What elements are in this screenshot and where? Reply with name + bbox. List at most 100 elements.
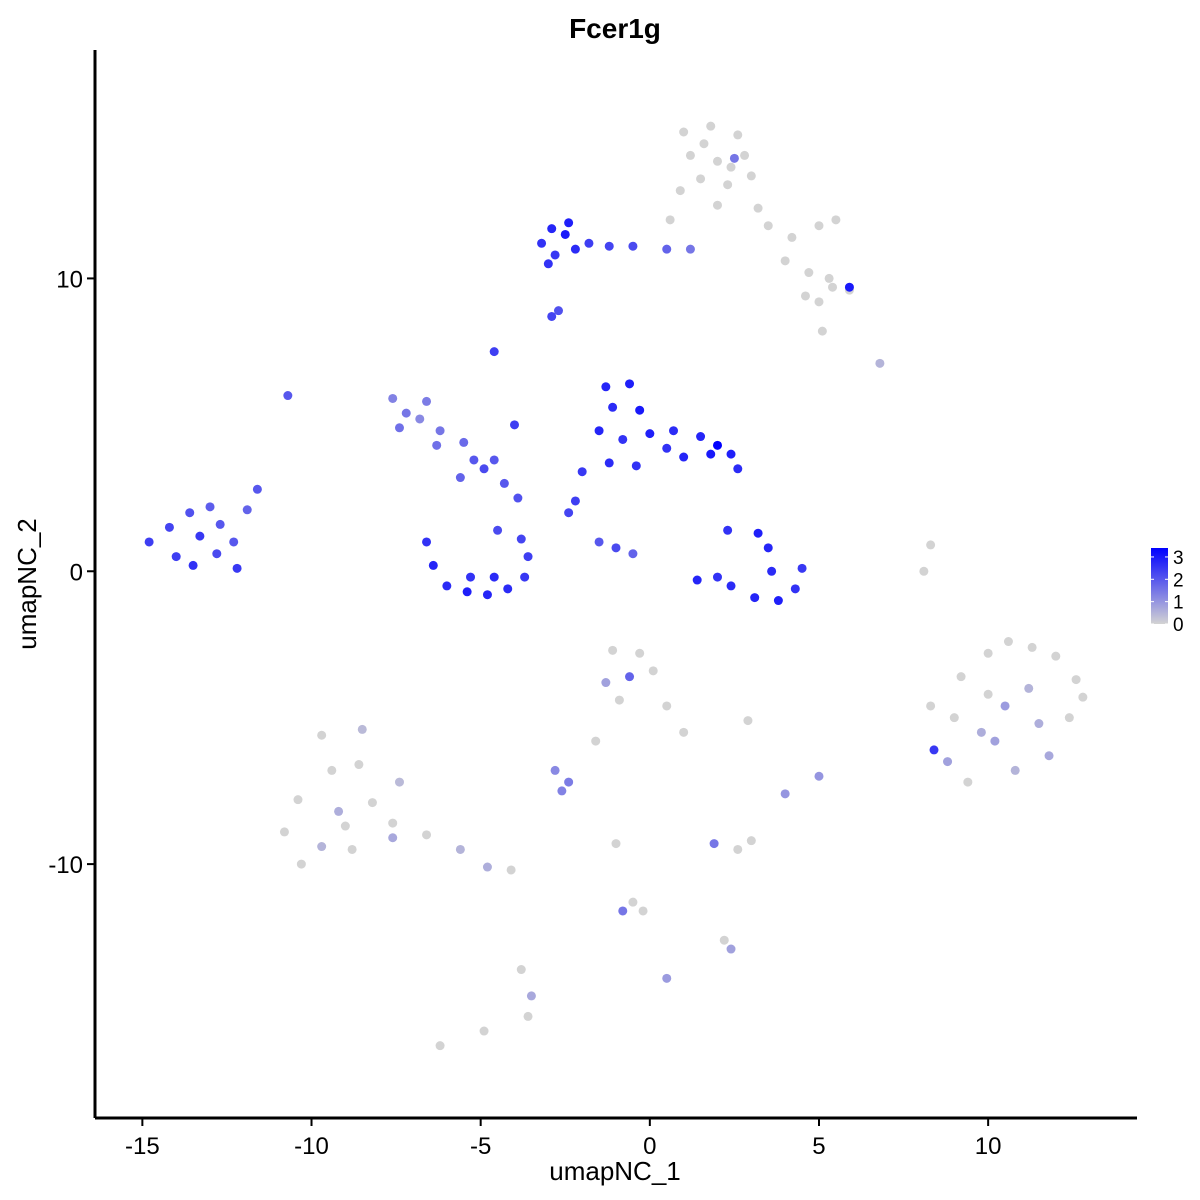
point <box>685 244 695 254</box>
point <box>388 818 398 828</box>
point <box>171 552 181 562</box>
point <box>523 552 533 562</box>
point <box>706 121 716 131</box>
point <box>455 473 465 483</box>
point <box>394 777 404 787</box>
y-tick-label: -10 <box>48 852 83 879</box>
point <box>570 244 580 254</box>
point <box>570 496 580 506</box>
point <box>723 525 733 535</box>
point <box>550 765 560 775</box>
point <box>723 180 733 190</box>
point <box>665 215 675 225</box>
point <box>1051 651 1061 661</box>
point <box>388 833 398 843</box>
point <box>983 689 993 699</box>
x-tick-label: 0 <box>643 1133 656 1160</box>
point <box>1027 642 1037 652</box>
point <box>648 666 658 676</box>
point <box>215 519 225 529</box>
x-axis-label: umapNC_1 <box>549 1156 681 1186</box>
point <box>875 358 885 368</box>
point <box>712 440 722 450</box>
point <box>499 478 509 488</box>
point <box>584 238 594 248</box>
point <box>679 452 689 462</box>
point <box>976 727 986 737</box>
point <box>1064 713 1074 723</box>
point <box>503 584 513 594</box>
point <box>1003 637 1013 647</box>
point <box>466 572 476 582</box>
point <box>618 906 628 916</box>
point <box>628 897 638 907</box>
point <box>824 273 834 283</box>
point <box>401 408 411 418</box>
point <box>780 256 790 266</box>
point <box>601 678 611 688</box>
point <box>279 827 289 837</box>
point <box>726 581 736 591</box>
point <box>662 701 672 711</box>
point <box>604 458 614 468</box>
point <box>462 587 472 597</box>
point <box>790 584 800 594</box>
point <box>317 730 327 740</box>
point <box>753 528 763 538</box>
point <box>733 130 743 140</box>
point <box>293 795 303 805</box>
point <box>943 757 953 767</box>
point <box>479 1026 489 1036</box>
point <box>645 429 655 439</box>
point <box>679 727 689 737</box>
point <box>547 311 557 321</box>
x-tick-label: 10 <box>975 1133 1002 1160</box>
point <box>1071 675 1081 685</box>
point <box>787 232 797 242</box>
point <box>817 326 827 336</box>
point <box>367 798 377 808</box>
point <box>510 420 520 430</box>
point <box>550 250 560 260</box>
point <box>564 508 574 518</box>
point <box>956 672 966 682</box>
point <box>455 844 465 854</box>
point <box>726 449 736 459</box>
point <box>814 771 824 781</box>
point <box>709 839 719 849</box>
point <box>726 162 736 172</box>
point <box>334 806 344 816</box>
point <box>205 502 215 512</box>
point <box>763 221 773 231</box>
point <box>195 531 205 541</box>
colorbar-label: 3 <box>1173 548 1184 569</box>
x-tick-label: -5 <box>470 1133 491 1160</box>
point <box>560 229 570 239</box>
point <box>520 572 530 582</box>
point <box>422 396 432 406</box>
x-tick-label: 5 <box>812 1133 825 1160</box>
point <box>990 736 1000 746</box>
point <box>733 844 743 854</box>
point <box>543 259 553 269</box>
point <box>618 434 628 444</box>
colorbar-label: 0 <box>1173 615 1184 636</box>
point <box>662 443 672 453</box>
point <box>516 965 526 975</box>
point <box>296 859 306 869</box>
x-tick-label: -15 <box>125 1133 160 1160</box>
point <box>746 171 756 181</box>
point <box>814 221 824 231</box>
point <box>469 455 479 465</box>
point <box>537 238 547 248</box>
point <box>628 549 638 559</box>
point <box>594 537 604 547</box>
point <box>428 560 438 570</box>
point <box>753 203 763 213</box>
point <box>926 701 936 711</box>
point <box>144 537 154 547</box>
point <box>347 844 357 854</box>
point <box>963 777 973 787</box>
point <box>459 437 469 447</box>
point <box>773 596 783 606</box>
